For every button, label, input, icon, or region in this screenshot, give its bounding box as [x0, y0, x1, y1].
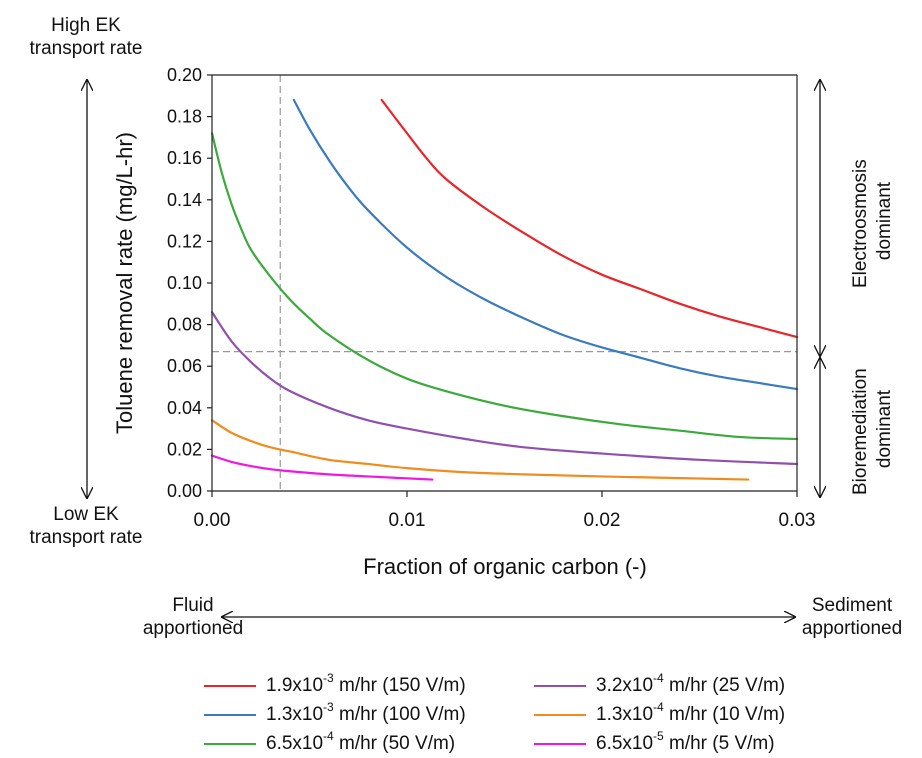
x-tick-label: 0.03 [779, 510, 816, 531]
series-line-3 [210, 132, 799, 441]
y-tick-label: 0.00 [167, 481, 202, 501]
y-ticks: 0.00 0.02 0.04 0.06 0.08 0.10 0.12 0.14 0.16 0.18… [167, 65, 212, 501]
bioremediation-line-1: Bioremediation [850, 368, 871, 495]
legend-label: 1.9x10-3 m/hr (150 V/m) [266, 671, 466, 696]
legend-label: 1.3x10-4 m/hr (10 V/m) [596, 700, 786, 725]
fluid-line-2: apportioned [142, 618, 244, 639]
electroosmosis-label: Electroosmosis dominant [850, 154, 895, 288]
legend-swatch [534, 743, 586, 745]
y-tick-label: 0.02 [167, 439, 202, 459]
electroosmosis-line-2: dominant [874, 181, 895, 260]
high-ek-line-2: transport rate [29, 38, 143, 59]
y-tick-label: 0.16 [167, 148, 202, 168]
series-line-2 [292, 98, 799, 391]
bioremediation-line-2: dominant [874, 389, 895, 468]
fluid-apportioned-label: Fluid apportioned [118, 594, 268, 640]
legend-label: 6.5x10-4 m/hr (50 V/m) [266, 729, 456, 754]
fluid-line-1: Fluid [172, 595, 214, 616]
legend-swatch [534, 685, 586, 687]
y-tick-label: 0.18 [167, 107, 202, 127]
bioremediation-label: Bioremediation dominant [850, 363, 895, 495]
x-tick-label: 0.02 [584, 510, 621, 531]
sediment-apportioned-label: Sediment apportioned [782, 594, 922, 640]
y-tick-label: 0.06 [167, 356, 202, 376]
legend-label: 3.2x10-4 m/hr (25 V/m) [596, 671, 786, 696]
low-ek-line-2: transport rate [29, 527, 143, 548]
reference-lines [212, 75, 797, 491]
series-line-1 [380, 98, 799, 339]
x-ticks: 0.00 0.01 0.02 0.03 [194, 491, 816, 531]
y-tick-label: 0.20 [167, 65, 202, 85]
y-tick-label: 0.10 [167, 273, 202, 293]
low-ek-line-1: Low EK [53, 504, 119, 525]
series-line-4 [210, 311, 799, 466]
legend-label: 6.5x10-5 m/hr (5 V/m) [596, 729, 775, 754]
high-ek-label: High EK transport rate [6, 14, 166, 60]
high-ek-line-1: High EK [51, 15, 121, 36]
y-tick-label: 0.12 [167, 231, 202, 251]
y-tick-label: 0.08 [167, 315, 202, 335]
y-tick-label: 0.04 [167, 398, 202, 418]
sediment-line-1: Sediment [811, 595, 893, 616]
x-axis-title: Fraction of organic carbon (-) [363, 554, 647, 579]
electroosmosis-line-1: Electroosmosis [850, 159, 871, 288]
x-tick-label: 0.01 [389, 510, 426, 531]
x-tick-label: 0.00 [194, 510, 231, 531]
legend-swatch [204, 714, 256, 716]
y-axis-title: Toluene removal rate (mg/L-hr) [112, 132, 137, 434]
series-layer [210, 98, 799, 481]
legend-swatch [534, 714, 586, 716]
series-line-5 [210, 419, 750, 481]
legend-label: 1.3x10-3 m/hr (100 V/m) [266, 700, 466, 725]
low-ek-label: Low EK transport rate [6, 503, 166, 549]
legend-swatch [204, 685, 256, 687]
sediment-line-2: apportioned [801, 618, 903, 639]
y-tick-label: 0.14 [167, 190, 202, 210]
legend-swatch [204, 743, 256, 745]
series-line-6 [210, 454, 434, 481]
